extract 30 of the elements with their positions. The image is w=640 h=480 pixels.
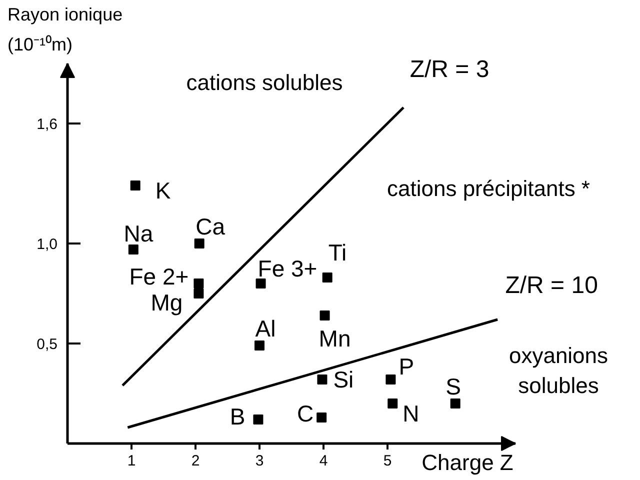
annotation: Ca: [196, 214, 226, 240]
series-label: Z/R = 3: [410, 56, 490, 83]
annotation: S: [446, 374, 462, 400]
x-tick-label: 5: [383, 452, 392, 470]
annotation: Fe 2+: [129, 264, 189, 290]
annotation: B: [230, 404, 246, 430]
y-tick-label: 0,5: [36, 336, 58, 353]
annotation: C: [296, 400, 314, 426]
x-tick-label: 4: [319, 452, 328, 470]
annotation: Mg: [150, 290, 183, 316]
annotation: cations précipitants *: [387, 176, 590, 201]
x-tick-label: 1: [127, 452, 136, 470]
x-tick-label: 2: [191, 452, 200, 470]
annotation: Mn: [318, 326, 351, 352]
y-axis-title: Rayon ionique (10⁻¹⁰m): [8, 4, 123, 54]
annotation: cations solubles: [186, 70, 343, 95]
x-axis-title: Charge Z: [422, 450, 514, 475]
annotation: K: [155, 178, 172, 204]
annotation: oxyanions solubles: [508, 343, 608, 398]
annotation: N: [402, 400, 420, 426]
annotation: Na: [124, 220, 154, 246]
x-tick-label: 3: [255, 452, 264, 470]
y-tick-label: 1,0: [36, 236, 58, 253]
annotation: P: [398, 354, 414, 380]
series-label: Z/R = 10: [505, 272, 598, 299]
annotation: Si: [333, 366, 354, 392]
annotation: Fe 3+: [258, 256, 318, 282]
annotation: Ti: [328, 240, 347, 266]
y-tick-label: 1,6: [36, 116, 58, 133]
annotation: Al: [255, 316, 276, 342]
